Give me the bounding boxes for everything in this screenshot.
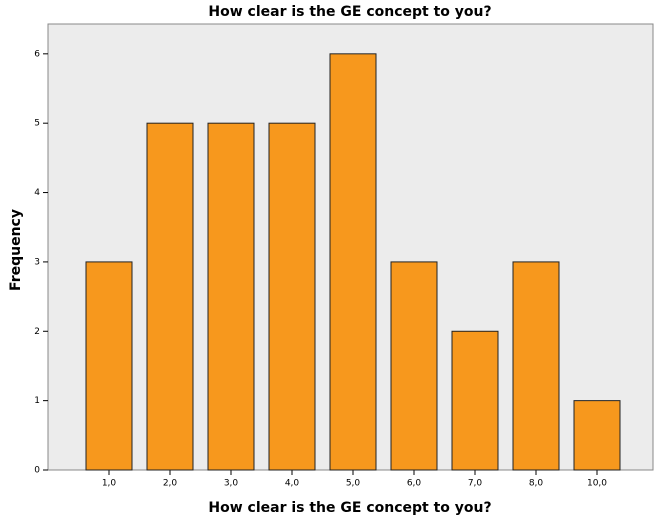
- y-tick-label: 1: [34, 396, 40, 406]
- x-axis-label: How clear is the GE concept to you?: [208, 500, 491, 516]
- y-tick-label: 6: [34, 49, 40, 59]
- bar: [268, 122, 316, 471]
- x-tick-label: 7,0: [468, 479, 483, 489]
- bar: [573, 400, 621, 471]
- x-tick-label: 10,0: [587, 479, 607, 489]
- y-tick-label: 2: [34, 327, 40, 337]
- y-tick-label: 4: [34, 188, 40, 198]
- y-axis-label: Frequency: [8, 209, 24, 291]
- y-tick-label: 5: [34, 119, 40, 129]
- x-tick-label: 6,0: [407, 479, 422, 489]
- bar: [146, 122, 194, 471]
- bar: [329, 53, 377, 471]
- x-tick-label: 2,0: [163, 479, 178, 489]
- x-tick-label: 5,0: [346, 479, 361, 489]
- x-tick-label: 8,0: [529, 479, 544, 489]
- bar: [207, 122, 255, 471]
- bar: [85, 261, 133, 471]
- y-tick-label: 0: [34, 466, 40, 476]
- chart-title: How clear is the GE concept to you?: [208, 4, 491, 20]
- x-tick-label: 4,0: [285, 479, 300, 489]
- bar: [512, 261, 560, 471]
- x-tick-label: 1,0: [102, 479, 117, 489]
- y-tick-label: 3: [34, 257, 40, 267]
- bar: [451, 330, 499, 471]
- x-tick-label: 3,0: [224, 479, 239, 489]
- bar: [390, 261, 438, 471]
